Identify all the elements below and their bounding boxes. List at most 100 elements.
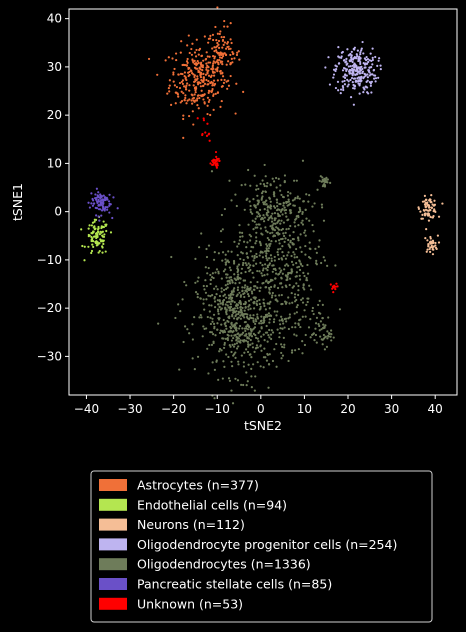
data-point	[91, 221, 95, 224]
data-point	[252, 363, 255, 366]
data-point	[196, 77, 199, 80]
data-point	[315, 259, 318, 263]
data-point	[285, 215, 288, 218]
data-point	[343, 79, 346, 83]
data-point	[324, 324, 327, 327]
data-point	[252, 288, 256, 291]
data-point	[196, 355, 200, 358]
data-point	[299, 246, 302, 249]
data-point	[263, 339, 266, 342]
data-point	[214, 159, 217, 162]
data-point	[101, 230, 104, 233]
data-point	[222, 360, 225, 363]
data-point	[226, 337, 229, 340]
data-point	[339, 88, 343, 91]
data-point	[369, 84, 372, 87]
data-point	[289, 224, 292, 228]
data-point	[250, 375, 253, 378]
data-point	[209, 295, 212, 298]
data-point	[172, 71, 175, 74]
data-point	[284, 212, 287, 215]
data-point	[200, 232, 203, 235]
data-point	[371, 47, 374, 50]
data-point	[290, 260, 294, 263]
data-point	[426, 248, 429, 251]
data-point	[211, 55, 215, 58]
data-point	[377, 76, 380, 79]
data-point	[295, 261, 298, 265]
data-point	[357, 59, 360, 63]
data-point	[252, 319, 255, 322]
data-point	[350, 50, 353, 53]
data-point	[278, 267, 281, 270]
data-point	[225, 261, 228, 264]
data-point	[320, 328, 323, 331]
data-point	[258, 223, 261, 226]
data-point	[206, 71, 209, 74]
data-point	[275, 209, 279, 212]
data-point	[265, 185, 268, 188]
data-point	[245, 246, 248, 249]
data-point	[301, 352, 304, 355]
data-point	[207, 41, 210, 44]
data-point	[264, 308, 267, 311]
data-point	[220, 277, 223, 280]
data-point	[346, 85, 349, 88]
data-point	[243, 312, 246, 316]
data-point	[227, 250, 230, 253]
data-point	[352, 72, 355, 75]
data-point	[230, 350, 233, 354]
data-point	[353, 57, 356, 60]
data-point	[334, 285, 337, 288]
data-point	[216, 308, 220, 311]
data-point	[249, 250, 252, 253]
data-point	[232, 311, 235, 314]
data-point	[266, 258, 269, 262]
data-point	[98, 204, 101, 207]
data-point	[104, 206, 107, 209]
data-point	[276, 205, 279, 208]
data-point	[231, 50, 234, 54]
x-tick-label: −30	[117, 402, 142, 416]
data-point	[297, 289, 300, 292]
data-point	[311, 205, 314, 208]
data-point	[247, 223, 250, 226]
data-point	[219, 30, 222, 33]
data-point	[371, 63, 374, 66]
data-point	[231, 279, 234, 282]
data-point	[247, 345, 250, 348]
data-point	[304, 253, 307, 256]
data-point	[273, 255, 276, 259]
data-point	[229, 327, 233, 330]
data-point	[268, 336, 271, 339]
data-point	[95, 196, 98, 199]
data-point	[294, 349, 297, 352]
data-point	[427, 242, 430, 246]
data-point	[284, 231, 287, 234]
data-point	[245, 383, 248, 387]
data-point	[185, 64, 188, 67]
data-point	[199, 313, 202, 317]
data-point	[215, 285, 218, 288]
data-point	[207, 66, 210, 69]
data-point	[187, 74, 190, 78]
data-point	[305, 217, 308, 220]
data-point	[329, 283, 332, 286]
data-point	[379, 68, 382, 71]
data-point	[174, 316, 177, 320]
data-point	[226, 280, 229, 283]
data-point	[225, 80, 228, 83]
data-point	[210, 331, 213, 334]
data-point	[251, 346, 255, 349]
data-point	[231, 313, 234, 317]
data-point	[419, 210, 422, 213]
data-point	[257, 331, 260, 334]
data-point	[217, 270, 220, 273]
data-point	[254, 375, 257, 378]
data-point	[366, 91, 369, 94]
data-point	[207, 74, 211, 77]
data-point	[230, 250, 233, 253]
data-point	[211, 68, 214, 71]
data-point	[255, 303, 259, 307]
data-point	[275, 298, 278, 301]
